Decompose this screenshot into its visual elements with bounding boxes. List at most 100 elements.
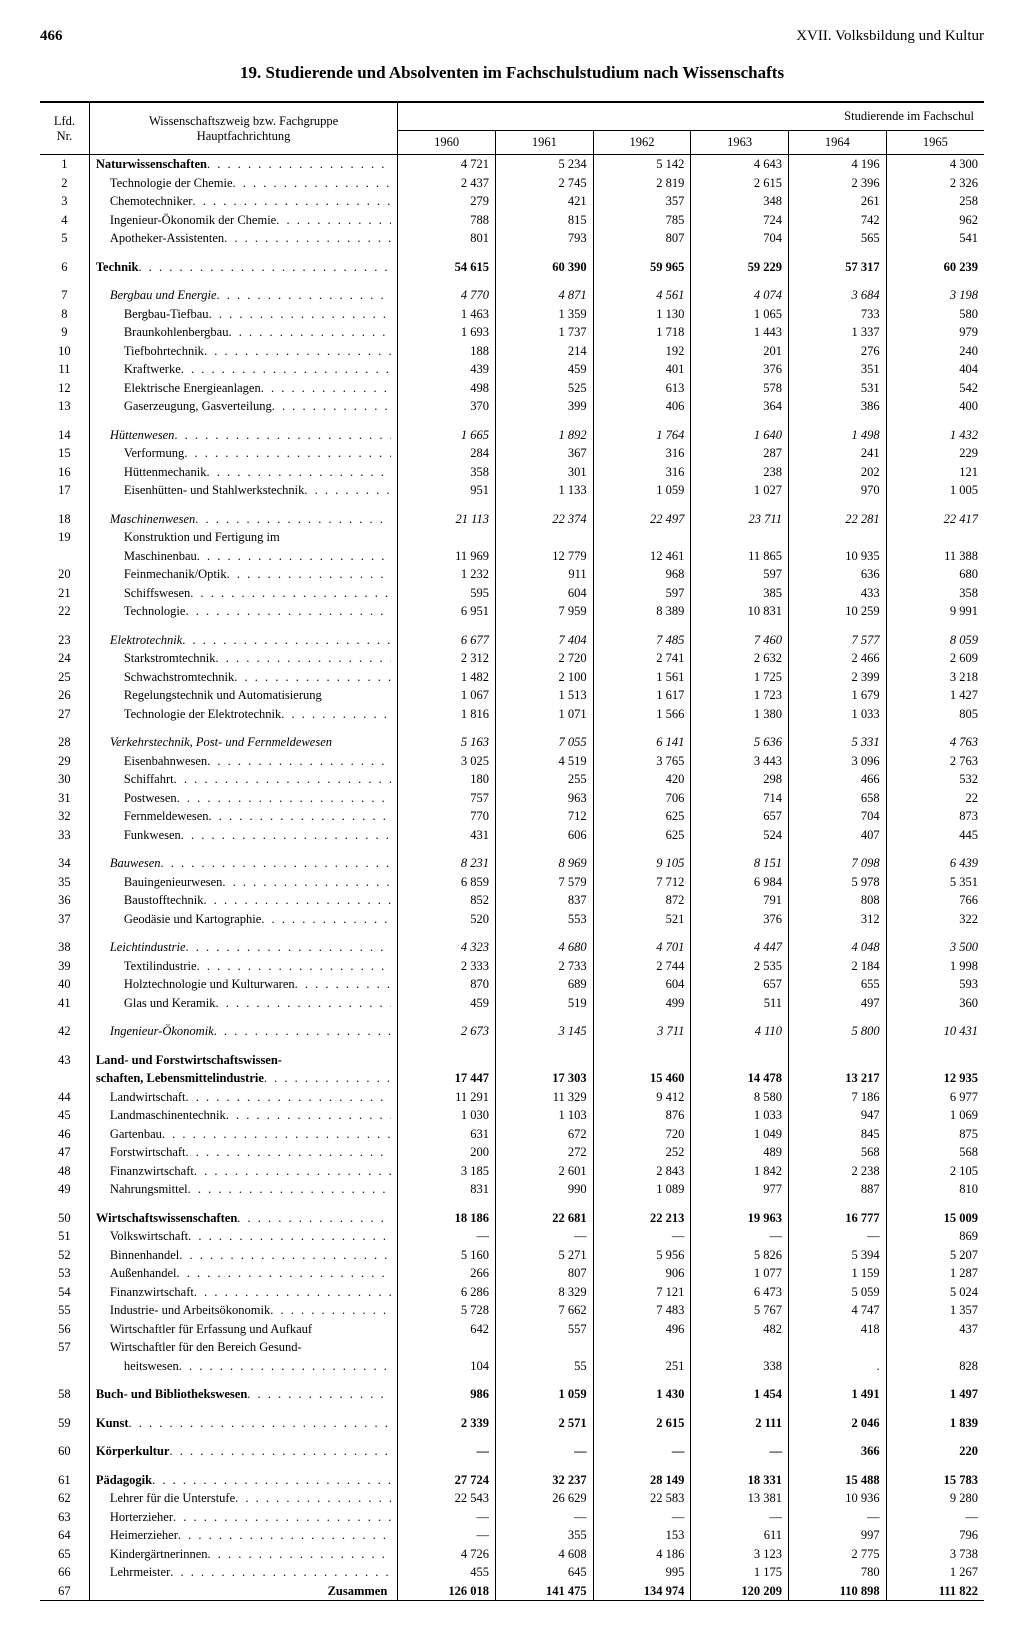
year-header: 1960 [398,131,496,155]
row-name: Horterzieher . . . . . . . . . . . . . .… [89,1508,397,1527]
cell-value: 2 819 [593,174,691,193]
table-row: 13Gaserzeugung, Gasverteilung . . . . . … [40,397,984,416]
row-name: Pädagogik . . . . . . . . . . . . . . . … [89,1471,397,1490]
row-name: Gartenbau . . . . . . . . . . . . . . . … [89,1125,397,1144]
row-name: Kindergärtnerinnen . . . . . . . . . . .… [89,1545,397,1564]
cell-value: — [398,1526,496,1545]
row-nr: 59 [40,1414,89,1433]
table-row: 23Elektrotechnik . . . . . . . . . . . .… [40,631,984,650]
cell-value [691,1051,789,1070]
table-row: 51Volkswirtschaft . . . . . . . . . . . … [40,1227,984,1246]
cell-value: 1 380 [691,705,789,724]
cell-value: 385 [691,584,789,603]
row-name: Braunkohlenbergbau . . . . . . . . . . .… [89,323,397,342]
cell-value: 6 473 [691,1283,789,1302]
table-row: 66Lehrmeister . . . . . . . . . . . . . … [40,1563,984,1582]
cell-value [789,1338,887,1357]
cell-value: 766 [886,891,984,910]
row-name: Hüttenwesen . . . . . . . . . . . . . . … [89,426,397,445]
cell-value: 1 513 [495,686,593,705]
table-row: 2Technologie der Chemie . . . . . . . . … [40,174,984,193]
row-name: Textilindustrie . . . . . . . . . . . . … [89,957,397,976]
cell-value: 5 767 [691,1301,789,1320]
cell-value: 1 089 [593,1180,691,1199]
row-nr: 39 [40,957,89,976]
cell-value: 111 822 [886,1582,984,1601]
row-name: Lehrer für die Unterstufe . . . . . . . … [89,1489,397,1508]
cell-value: 272 [495,1143,593,1162]
table-row: 21Schiffswesen . . . . . . . . . . . . .… [40,584,984,603]
row-name: Bauingenieurwesen . . . . . . . . . . . … [89,873,397,892]
table-row: 12Elektrische Energieanlagen . . . . . .… [40,379,984,398]
cell-value: 4 608 [495,1545,593,1564]
cell-value [789,1051,887,1070]
row-nr: 32 [40,807,89,826]
cell-value: 104 [398,1357,496,1376]
table-row: 38Leichtindustrie . . . . . . . . . . . … [40,938,984,957]
row-nr: 21 [40,584,89,603]
cell-value: 2 111 [691,1414,789,1433]
cell-value: 266 [398,1264,496,1283]
table-row: 30Schiffahrt . . . . . . . . . . . . . .… [40,770,984,789]
row-nr: 65 [40,1545,89,1564]
cell-value: 963 [495,789,593,808]
cell-value: 3 443 [691,752,789,771]
cell-value: . [789,1357,887,1376]
cell-value: 1 133 [495,481,593,500]
cell-value: 521 [593,910,691,929]
cell-value: 3 738 [886,1545,984,1564]
cell-value: 780 [789,1563,887,1582]
row-name: Eisenbahnwesen . . . . . . . . . . . . .… [89,752,397,771]
cell-value: 54 615 [398,258,496,277]
cell-value: 815 [495,211,593,230]
cell-value: 7 098 [789,854,887,873]
cell-value [886,1338,984,1357]
table-row: 9Braunkohlenbergbau . . . . . . . . . . … [40,323,984,342]
cell-value: 7 055 [495,733,593,752]
cell-value: 1 842 [691,1162,789,1181]
cell-value: 672 [495,1125,593,1144]
cell-value: 351 [789,360,887,379]
cell-value: 4 519 [495,752,593,771]
cell-value: 60 390 [495,258,593,277]
cell-value: 279 [398,192,496,211]
row-nr: 34 [40,854,89,873]
row-name: Wirtschaftswissenschaften . . . . . . . … [89,1209,397,1228]
cell-value: 5 351 [886,873,984,892]
cell-value: 1 430 [593,1385,691,1404]
table-row: 67Zusammen126 018141 475134 974120 20911… [40,1582,984,1601]
table-row: 53Außenhandel . . . . . . . . . . . . . … [40,1264,984,1283]
table-row: schaften, Lebensmittelindustrie . . . . … [40,1069,984,1088]
cell-value: 4 680 [495,938,593,957]
row-name: Naturwissenschaften . . . . . . . . . . … [89,155,397,174]
cell-value: 568 [789,1143,887,1162]
cell-value: 1 723 [691,686,789,705]
table-row: 20Feinmechanik/Optik . . . . . . . . . .… [40,565,984,584]
row-name: schaften, Lebensmittelindustrie . . . . … [89,1069,397,1088]
cell-value: 11 291 [398,1088,496,1107]
cell-value: 7 662 [495,1301,593,1320]
cell-value: 22 417 [886,510,984,529]
row-name: Schwachstromtechnik . . . . . . . . . . … [89,668,397,687]
row-nr: 40 [40,975,89,994]
cell-value: 1 482 [398,668,496,687]
cell-value: 2 339 [398,1414,496,1433]
cell-value: 4 110 [691,1022,789,1041]
cell-value: 251 [593,1357,691,1376]
cell-value: 519 [495,994,593,1013]
cell-value: 2 046 [789,1414,887,1433]
row-name: Elektrotechnik . . . . . . . . . . . . .… [89,631,397,650]
cell-value: 400 [886,397,984,416]
cell-value [593,528,691,547]
table-row: 19Konstruktion und Fertigung im [40,528,984,547]
cell-value: 192 [593,342,691,361]
cell-value: 733 [789,305,887,324]
cell-value: 2 843 [593,1162,691,1181]
cell-value: 873 [886,807,984,826]
cell-value: 2 601 [495,1162,593,1181]
table-row: 22Technologie . . . . . . . . . . . . . … [40,602,984,621]
cell-value: 2 326 [886,174,984,193]
row-name: Eisenhütten- und Stahlwerkstechnik . . .… [89,481,397,500]
table-row: 56Wirtschaftler für Erfassung und Aufkau… [40,1320,984,1339]
cell-value: 5 394 [789,1246,887,1265]
